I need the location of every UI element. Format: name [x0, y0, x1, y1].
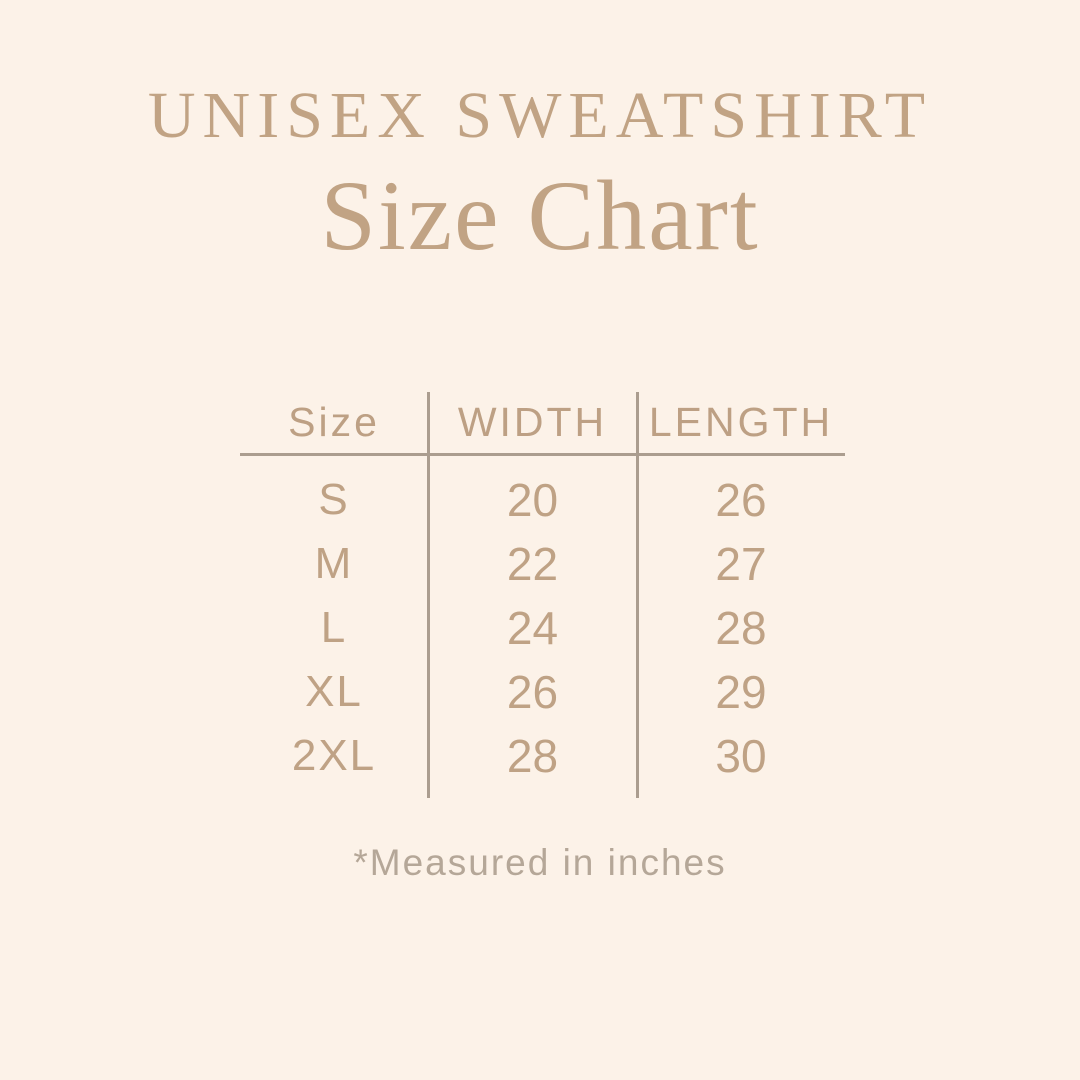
- table-row: L 24 28: [240, 596, 845, 660]
- header-divider-line: [240, 453, 845, 456]
- measurement-note: *Measured in inches: [353, 842, 727, 883]
- page-title: UNISEX SWEATSHIRT: [147, 79, 933, 152]
- table-row: M 22 27: [240, 532, 845, 596]
- size-label: XL: [305, 667, 363, 716]
- size-label: S: [318, 475, 350, 524]
- length-value: 30: [715, 730, 767, 782]
- width-value: 28: [506, 730, 559, 782]
- table-row: S 20 26: [240, 468, 845, 532]
- table-row: 2XL 28 30: [240, 724, 845, 788]
- column-header-length: LENGTH: [648, 399, 834, 445]
- table-body: S 20 26 M 22 27 L 24 28 XL 26 29 2XL 28: [240, 468, 845, 788]
- column-header-size: Size: [288, 399, 380, 445]
- size-label: 2XL: [291, 731, 377, 780]
- length-value: 28: [715, 602, 767, 654]
- column-divider-2: [636, 392, 639, 798]
- size-label: L: [320, 603, 348, 652]
- length-value: 27: [715, 538, 767, 590]
- length-value: 26: [715, 474, 767, 526]
- table-header-row: Size WIDTH LENGTH: [240, 392, 845, 453]
- page-subtitle: Size Chart: [320, 160, 760, 271]
- width-value: 24: [506, 602, 559, 654]
- width-value: 26: [506, 666, 559, 718]
- table-row: XL 26 29: [240, 660, 845, 724]
- width-value: 20: [506, 474, 559, 526]
- size-table: Size WIDTH LENGTH S 20 26 M 22 27 L 24 2…: [240, 392, 845, 798]
- width-value: 22: [506, 538, 559, 590]
- column-header-width: WIDTH: [457, 399, 608, 445]
- length-value: 29: [715, 666, 767, 718]
- size-label: M: [314, 539, 354, 588]
- column-divider-1: [427, 392, 430, 798]
